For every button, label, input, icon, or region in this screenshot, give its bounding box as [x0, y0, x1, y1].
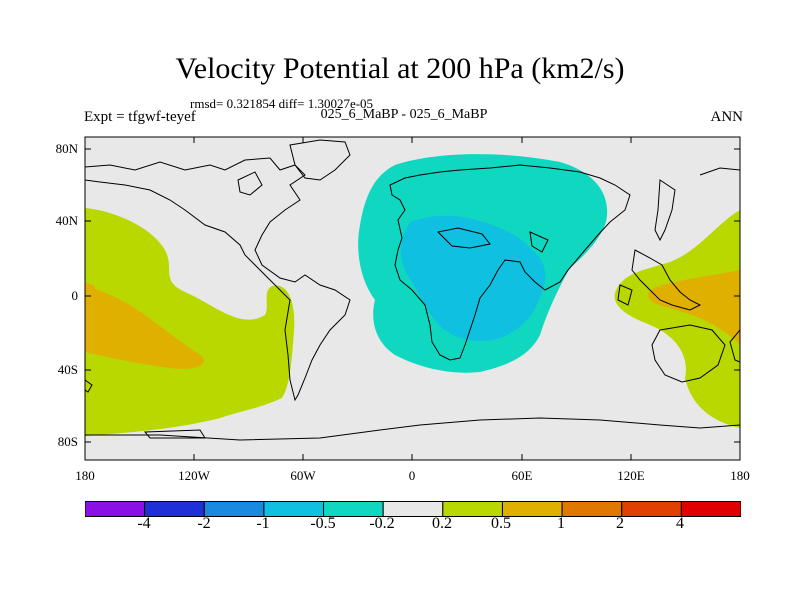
experiment-label: Expt = tfgwf-teyef: [84, 109, 196, 125]
colorbar-label: -2: [197, 515, 211, 532]
colorbar-label: 0.5: [491, 515, 511, 532]
colorbar: [85, 501, 741, 517]
coastlines: [85, 139, 740, 441]
lon-ticks: [84, 137, 632, 460]
lon-label-180w: 180: [75, 468, 95, 483]
positive-region-west: [85, 208, 295, 436]
strong-negative-region: [400, 215, 546, 342]
colorbar-label: -1: [256, 515, 270, 532]
lat-label-0: 0: [71, 288, 79, 303]
positive-region-east: [614, 210, 740, 428]
lat-ticks: [85, 148, 740, 443]
orange-region-west: [85, 285, 204, 369]
lon-label-60w: 60W: [290, 468, 316, 483]
lon-label-120w: 120W: [178, 468, 210, 483]
stats-text: rmsd= 0.321854 diff= 1.30027e-05: [190, 96, 374, 111]
colorbar-label: 0.2: [432, 515, 452, 532]
lon-label-180e: 180: [730, 468, 750, 483]
orange-dot-west: [85, 282, 95, 296]
lon-label-120e: 120E: [617, 468, 645, 483]
map-title: Velocity Potential at 200 hPa (km2/s): [175, 52, 625, 85]
colorbar-label: -0.5: [310, 515, 336, 532]
season-label: ANN: [710, 109, 744, 125]
lat-label-40n: 40N: [55, 213, 78, 228]
colorbar-label: -0.2: [369, 515, 395, 532]
lat-label-80s: 80S: [57, 434, 78, 449]
colorbar-label: 1: [557, 515, 565, 532]
lat-label-40s: 40S: [57, 362, 78, 377]
colorbar-label: 2: [616, 515, 624, 532]
lat-label-80n: 80N: [55, 141, 78, 156]
colorbar-label: 4: [676, 515, 684, 532]
colorbar-label: -4: [137, 515, 151, 532]
lon-label-0: 0: [408, 468, 416, 483]
comparison-label: 025_6_MaBP - 025_6_MaBP: [320, 107, 488, 122]
lon-label-60e: 60E: [511, 468, 533, 483]
